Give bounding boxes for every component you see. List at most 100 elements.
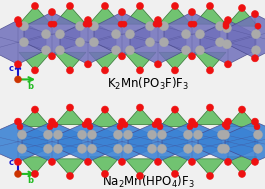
Polygon shape xyxy=(195,159,225,176)
Circle shape xyxy=(220,144,229,153)
Circle shape xyxy=(153,21,159,27)
Polygon shape xyxy=(195,108,225,125)
Circle shape xyxy=(67,67,73,74)
Circle shape xyxy=(85,61,91,68)
Polygon shape xyxy=(124,52,156,70)
Circle shape xyxy=(87,144,96,153)
Circle shape xyxy=(160,22,169,31)
Circle shape xyxy=(223,24,232,33)
Circle shape xyxy=(118,118,126,125)
Circle shape xyxy=(145,38,154,47)
Circle shape xyxy=(188,9,196,15)
Polygon shape xyxy=(54,52,86,70)
Circle shape xyxy=(42,46,51,55)
Polygon shape xyxy=(54,6,86,24)
Circle shape xyxy=(196,46,205,55)
Polygon shape xyxy=(225,122,265,162)
Circle shape xyxy=(188,118,196,125)
Polygon shape xyxy=(227,110,257,127)
Polygon shape xyxy=(94,12,150,56)
Circle shape xyxy=(254,130,263,139)
Circle shape xyxy=(42,30,51,39)
Circle shape xyxy=(251,11,258,18)
Circle shape xyxy=(15,170,21,177)
Polygon shape xyxy=(19,6,51,24)
Circle shape xyxy=(122,122,128,128)
Circle shape xyxy=(32,106,38,113)
Circle shape xyxy=(206,104,214,111)
Polygon shape xyxy=(162,122,222,162)
Circle shape xyxy=(112,46,121,55)
Circle shape xyxy=(152,122,158,128)
Circle shape xyxy=(223,40,232,49)
Circle shape xyxy=(215,22,224,31)
Text: c: c xyxy=(8,158,14,167)
Circle shape xyxy=(118,9,126,15)
Circle shape xyxy=(43,144,52,153)
Circle shape xyxy=(188,158,196,165)
Circle shape xyxy=(215,38,224,47)
Circle shape xyxy=(48,9,55,15)
Text: Na$_2$Mn(HPO$_4$)F$_3$: Na$_2$Mn(HPO$_4$)F$_3$ xyxy=(102,174,194,189)
Circle shape xyxy=(171,106,179,113)
Circle shape xyxy=(101,2,108,10)
Circle shape xyxy=(118,21,124,27)
Circle shape xyxy=(171,170,179,177)
Polygon shape xyxy=(200,20,256,64)
Circle shape xyxy=(82,122,88,128)
Circle shape xyxy=(54,144,63,153)
Circle shape xyxy=(154,158,161,165)
Circle shape xyxy=(118,53,126,60)
Circle shape xyxy=(224,61,232,68)
Circle shape xyxy=(90,38,99,47)
Circle shape xyxy=(157,130,166,139)
Circle shape xyxy=(254,144,263,153)
Circle shape xyxy=(55,30,64,39)
Polygon shape xyxy=(194,6,226,24)
Circle shape xyxy=(223,21,229,27)
Circle shape xyxy=(101,170,108,177)
Circle shape xyxy=(17,144,26,153)
Polygon shape xyxy=(20,157,50,174)
Polygon shape xyxy=(55,108,85,125)
Circle shape xyxy=(126,30,135,39)
Circle shape xyxy=(182,30,191,39)
Circle shape xyxy=(223,23,229,29)
Circle shape xyxy=(224,118,232,125)
Circle shape xyxy=(188,53,196,60)
Polygon shape xyxy=(159,52,191,70)
Circle shape xyxy=(157,124,163,130)
Polygon shape xyxy=(160,110,190,127)
Circle shape xyxy=(136,104,144,111)
Circle shape xyxy=(55,46,64,55)
Circle shape xyxy=(121,21,127,27)
Circle shape xyxy=(218,144,227,153)
Circle shape xyxy=(83,21,89,27)
Circle shape xyxy=(43,130,52,139)
Polygon shape xyxy=(90,110,120,127)
Circle shape xyxy=(32,2,38,10)
Circle shape xyxy=(51,21,57,27)
Circle shape xyxy=(17,124,23,130)
Circle shape xyxy=(193,130,202,139)
Circle shape xyxy=(191,21,197,27)
Polygon shape xyxy=(226,8,258,26)
Circle shape xyxy=(20,22,29,31)
Text: b: b xyxy=(27,82,33,91)
Polygon shape xyxy=(125,159,155,176)
Circle shape xyxy=(187,124,193,130)
Circle shape xyxy=(48,53,55,60)
Circle shape xyxy=(67,2,73,10)
Circle shape xyxy=(101,106,108,113)
Circle shape xyxy=(126,46,135,55)
Circle shape xyxy=(218,130,227,139)
Circle shape xyxy=(117,124,123,130)
Circle shape xyxy=(224,124,230,130)
Circle shape xyxy=(145,22,154,31)
Polygon shape xyxy=(128,122,188,162)
Circle shape xyxy=(171,67,179,74)
Polygon shape xyxy=(60,20,116,64)
Circle shape xyxy=(77,130,86,139)
Circle shape xyxy=(76,38,85,47)
Circle shape xyxy=(136,172,144,179)
